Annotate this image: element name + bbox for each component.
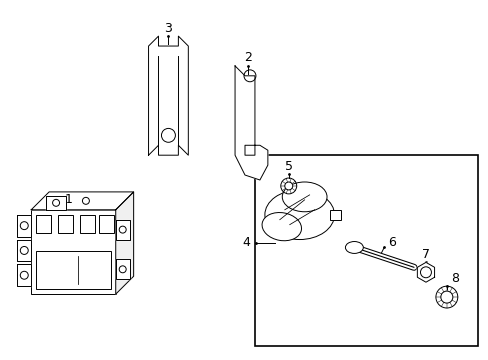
Bar <box>254 155 477 346</box>
Polygon shape <box>116 192 133 294</box>
Ellipse shape <box>264 190 334 239</box>
Text: 6: 6 <box>387 236 395 249</box>
Ellipse shape <box>345 242 363 253</box>
Polygon shape <box>148 36 188 155</box>
Bar <box>329 210 341 220</box>
Text: 1: 1 <box>65 193 73 206</box>
Bar <box>31 210 116 294</box>
Text: 5: 5 <box>284 159 292 172</box>
Bar <box>36 251 111 289</box>
Bar <box>36 215 51 233</box>
Text: 7: 7 <box>421 248 429 261</box>
Bar <box>58 215 73 233</box>
Polygon shape <box>31 192 133 210</box>
Text: 3: 3 <box>164 22 172 35</box>
Text: 8: 8 <box>450 272 458 285</box>
Polygon shape <box>116 260 129 279</box>
Polygon shape <box>17 215 31 237</box>
Circle shape <box>284 182 292 190</box>
Circle shape <box>440 291 452 303</box>
Polygon shape <box>17 239 31 261</box>
Ellipse shape <box>282 182 326 212</box>
Polygon shape <box>235 66 267 180</box>
Bar <box>99 215 114 233</box>
Ellipse shape <box>262 212 301 241</box>
Text: 2: 2 <box>244 51 251 64</box>
Polygon shape <box>17 264 31 286</box>
Polygon shape <box>116 220 129 239</box>
Polygon shape <box>46 196 66 210</box>
Polygon shape <box>416 262 434 282</box>
Bar <box>80 215 95 233</box>
Text: 4: 4 <box>242 236 249 249</box>
